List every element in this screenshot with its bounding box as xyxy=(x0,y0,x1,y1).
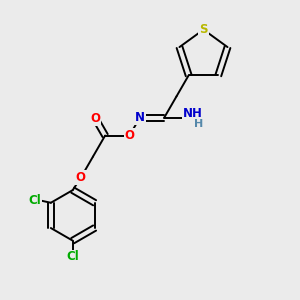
Text: NH: NH xyxy=(183,106,203,120)
Text: S: S xyxy=(199,23,208,36)
Text: Cl: Cl xyxy=(66,250,79,263)
Text: Cl: Cl xyxy=(28,194,41,207)
Text: O: O xyxy=(91,112,100,125)
Text: H: H xyxy=(194,119,203,129)
Text: O: O xyxy=(76,171,86,184)
Text: N: N xyxy=(135,111,145,124)
Text: O: O xyxy=(124,129,134,142)
